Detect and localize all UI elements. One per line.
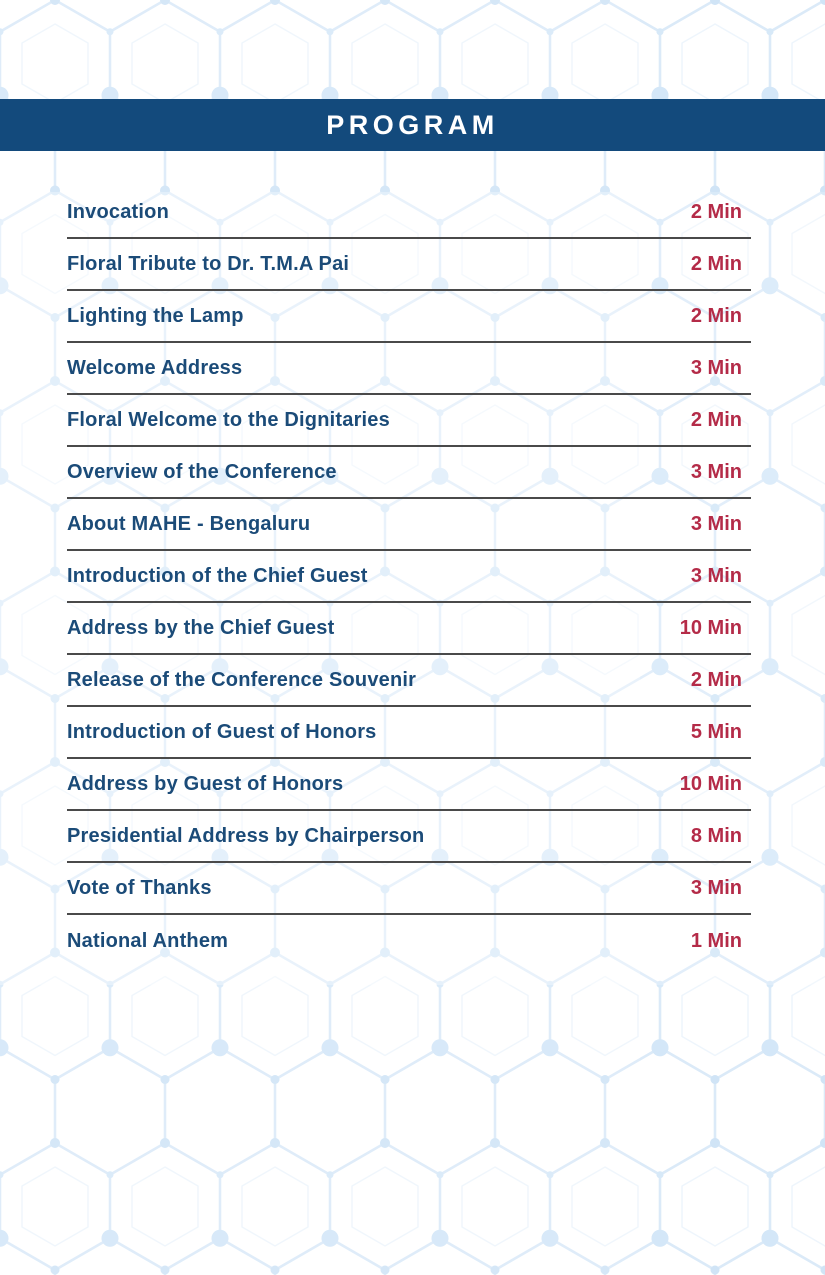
- program-row: Address by the Chief Guest 10 Min: [67, 603, 751, 655]
- program-item-label: Address by the Chief Guest: [67, 616, 335, 639]
- program-row: Release of the Conference Souvenir 2 Min: [67, 655, 751, 707]
- program-item-duration: 2 Min: [690, 408, 742, 431]
- program-item-duration: 2 Min: [690, 304, 742, 327]
- program-list: Invocation 2 Min Floral Tribute to Dr. T.M…: [67, 187, 751, 967]
- program-item-duration: 2 Min: [690, 200, 742, 223]
- program-row: Introduction of the Chief Guest 3 Min: [67, 551, 751, 603]
- program-item-duration: 5 Min: [690, 720, 742, 743]
- program-item-duration: 2 Min: [690, 252, 742, 275]
- program-row: Vote of Thanks 3 Min: [67, 863, 751, 915]
- program-row: Welcome Address 3 Min: [67, 343, 751, 395]
- program-row: Address by Guest of Honors 10 Min: [67, 759, 751, 811]
- program-item-duration: 8 Min: [690, 824, 742, 847]
- program-item-label: Overview of the Conference: [67, 460, 337, 483]
- program-item-label: Welcome Address: [67, 356, 243, 379]
- program-row: Floral Welcome to the Dignitaries 2 Min: [67, 395, 751, 447]
- program-row: Lighting the Lamp 2 Min: [67, 291, 751, 343]
- program-item-label: Floral Welcome to the Dignitaries: [67, 408, 390, 431]
- program-item-label: Vote of Thanks: [67, 876, 212, 899]
- program-item-duration: 1 Min: [690, 929, 742, 952]
- program-item-label: Introduction of Guest of Honors: [67, 720, 377, 743]
- program-item-duration: 3 Min: [690, 460, 742, 483]
- page-title: PROGRAM: [326, 109, 499, 140]
- program-item-duration: 3 Min: [690, 512, 742, 535]
- program-item-duration: 3 Min: [690, 564, 742, 587]
- program-row: Overview of the Conference 3 Min: [67, 447, 751, 499]
- program-item-label: About MAHE - Bengaluru: [67, 512, 311, 535]
- header-band: PROGRAM: [0, 99, 825, 151]
- program-item-label: Introduction of the Chief Guest: [67, 564, 368, 587]
- program-item-duration: 3 Min: [690, 876, 742, 899]
- program-item-duration: 10 Min: [679, 616, 742, 639]
- program-item-label: Presidential Address by Chairperson: [67, 824, 425, 847]
- program-item-label: Release of the Conference Souvenir: [67, 668, 417, 691]
- program-item-duration: 3 Min: [690, 356, 742, 379]
- program-item-label: Invocation: [67, 200, 170, 223]
- program-item-duration: 2 Min: [690, 668, 742, 691]
- program-row: Presidential Address by Chairperson 8 Min: [67, 811, 751, 863]
- program-row: Invocation 2 Min: [67, 187, 751, 239]
- program-item-duration: 10 Min: [679, 772, 742, 795]
- program-row: Introduction of Guest of Honors 5 Min: [67, 707, 751, 759]
- program-row: National Anthem 1 Min: [67, 915, 751, 967]
- program-row: About MAHE - Bengaluru 3 Min: [67, 499, 751, 551]
- program-item-label: National Anthem: [67, 929, 229, 952]
- program-row: Floral Tribute to Dr. T.M.A Pai 2 Min: [67, 239, 751, 291]
- program-item-label: Address by Guest of Honors: [67, 772, 344, 795]
- program-item-label: Lighting the Lamp: [67, 304, 244, 327]
- program-item-label: Floral Tribute to Dr. T.M.A Pai: [67, 252, 350, 275]
